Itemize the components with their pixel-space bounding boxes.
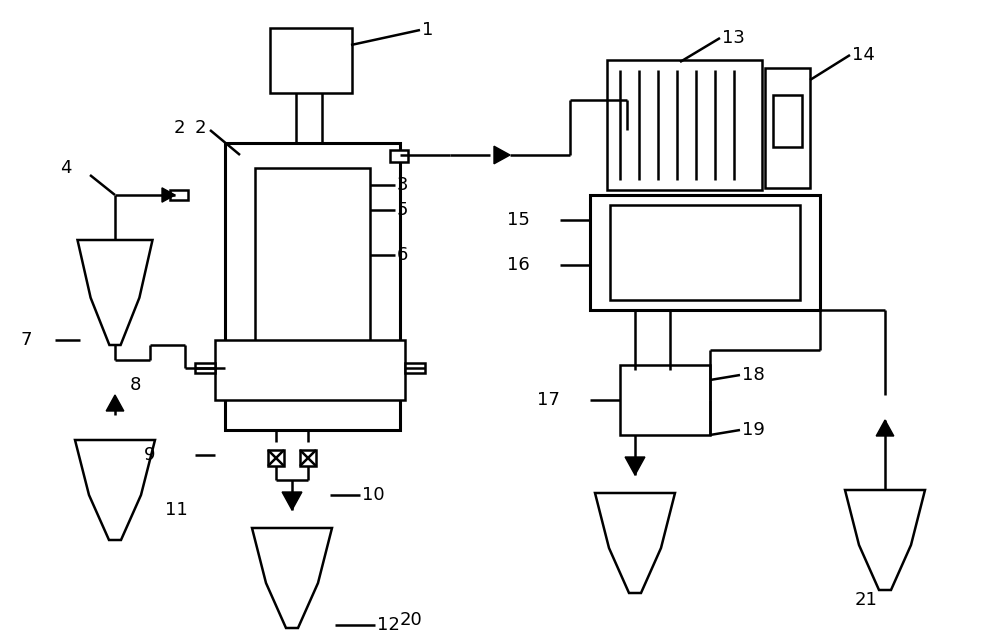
Text: 10: 10 <box>362 486 385 504</box>
Text: 14: 14 <box>852 46 875 64</box>
Bar <box>300 450 316 466</box>
Text: 20: 20 <box>400 611 423 629</box>
Bar <box>610 205 800 300</box>
Text: 2: 2 <box>195 119 207 137</box>
Bar <box>607 60 762 190</box>
Text: 13: 13 <box>722 29 745 47</box>
Bar <box>195 363 215 373</box>
Bar <box>765 68 810 188</box>
Polygon shape <box>625 457 645 475</box>
Text: 6: 6 <box>397 246 408 264</box>
Text: 19: 19 <box>742 421 765 439</box>
Bar <box>268 450 284 466</box>
Text: 11: 11 <box>165 501 188 519</box>
Text: 18: 18 <box>742 366 765 384</box>
Polygon shape <box>162 188 175 202</box>
Bar <box>405 363 425 373</box>
Text: 7: 7 <box>20 331 32 349</box>
Polygon shape <box>494 146 510 164</box>
Text: 17: 17 <box>537 391 560 409</box>
Text: 12: 12 <box>377 616 400 634</box>
Bar <box>773 95 802 147</box>
Text: 4: 4 <box>60 159 72 177</box>
Text: 1: 1 <box>422 21 433 39</box>
Bar <box>270 28 352 93</box>
Polygon shape <box>282 492 302 510</box>
Bar <box>170 190 188 200</box>
Bar <box>390 150 408 162</box>
Text: 8: 8 <box>130 376 141 394</box>
Polygon shape <box>876 420 894 436</box>
Text: 21: 21 <box>855 591 878 609</box>
Text: 3: 3 <box>397 176 409 194</box>
Text: 9: 9 <box>144 446 155 464</box>
Text: 2: 2 <box>174 119 185 137</box>
Text: 5: 5 <box>397 201 409 219</box>
Text: 15: 15 <box>507 211 530 229</box>
Text: 16: 16 <box>507 256 530 274</box>
Bar <box>215 340 405 400</box>
Bar <box>620 365 710 435</box>
Polygon shape <box>106 395 124 411</box>
Bar <box>225 143 400 430</box>
Bar <box>590 195 820 310</box>
Bar <box>255 168 370 378</box>
